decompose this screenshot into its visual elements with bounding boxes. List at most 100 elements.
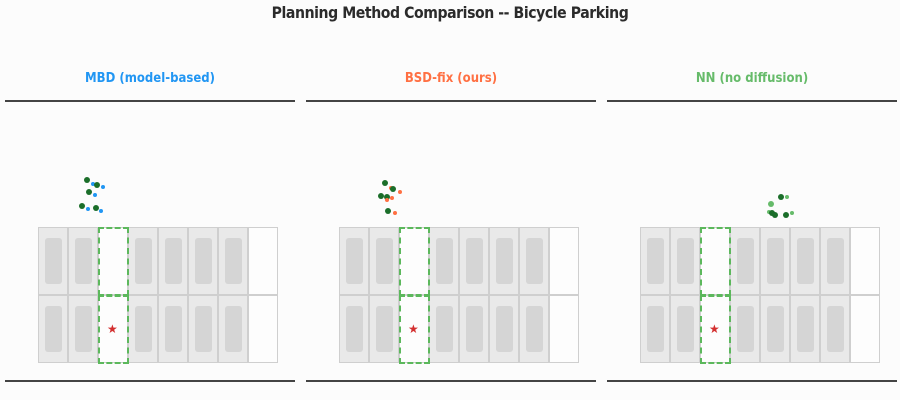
parked-bicycle: [165, 238, 182, 284]
parked-bicycle: [376, 238, 393, 284]
target-slot-outline: [98, 227, 129, 296]
parked-bicycle: [45, 238, 62, 284]
parked-bicycle: [797, 238, 814, 284]
occupied-slot: [158, 227, 188, 295]
occupied-slot: [459, 227, 489, 295]
trajectory-point: [93, 205, 99, 211]
occupied-slot: [369, 295, 399, 363]
occupied-slot: [339, 227, 369, 295]
parking-lot: ★: [38, 227, 278, 364]
parked-bicycle: [737, 306, 754, 352]
occupied-slot: [68, 295, 98, 363]
parked-bicycle: [195, 306, 212, 352]
trajectory-point: [390, 186, 396, 192]
bottom-divider: [306, 380, 596, 382]
target-slot-outline: [399, 227, 430, 296]
occupied-slot: [730, 295, 760, 363]
parked-bicycle: [45, 306, 62, 352]
target-slot-outline: [98, 295, 129, 364]
parked-bicycle: [647, 238, 664, 284]
target-slot-outline: [700, 295, 731, 364]
parked-bicycle: [436, 238, 453, 284]
target-slot-outline: [700, 227, 731, 296]
predicted-point: [790, 211, 794, 215]
trajectory-point: [384, 194, 390, 200]
occupied-slot: [670, 295, 700, 363]
predicted-point: [99, 209, 103, 213]
parked-bicycle: [346, 306, 363, 352]
trajectory-point: [378, 193, 384, 199]
occupied-slot: [38, 227, 68, 295]
panel-mbd: MBD (model-based) ★: [5, 0, 295, 400]
parked-bicycle: [496, 306, 513, 352]
empty-slot: [248, 295, 278, 363]
occupied-slot: [188, 295, 218, 363]
occupied-slot: [640, 227, 670, 295]
goal-star-icon: ★: [408, 322, 419, 336]
parked-bicycle: [737, 238, 754, 284]
top-divider: [306, 100, 596, 102]
parked-bicycle: [75, 306, 92, 352]
trajectory-point: [783, 212, 789, 218]
parked-bicycle: [165, 306, 182, 352]
bottom-divider: [607, 380, 897, 382]
occupied-slot: [790, 295, 820, 363]
occupied-slot: [339, 295, 369, 363]
trajectory-point: [385, 208, 391, 214]
occupied-slot: [820, 295, 850, 363]
parked-bicycle: [496, 238, 513, 284]
occupied-slot: [489, 295, 519, 363]
parked-bicycle: [346, 238, 363, 284]
occupied-slot: [38, 295, 68, 363]
target-slot-outline: [399, 295, 430, 364]
predicted-point: [91, 182, 95, 186]
occupied-slot: [640, 295, 670, 363]
parked-bicycle: [827, 306, 844, 352]
occupied-slot: [760, 227, 790, 295]
occupied-slot: [820, 227, 850, 295]
occupied-slot: [188, 227, 218, 295]
occupied-slot: [429, 227, 459, 295]
predicted-point: [93, 193, 97, 197]
predicted-point: [390, 196, 394, 200]
parked-bicycle: [436, 306, 453, 352]
occupied-slot: [519, 227, 549, 295]
parked-bicycle: [466, 238, 483, 284]
parked-bicycle: [195, 238, 212, 284]
parked-bicycle: [767, 306, 784, 352]
occupied-slot: [158, 295, 188, 363]
bottom-divider: [5, 380, 295, 382]
goal-star-icon: ★: [107, 322, 118, 336]
trajectory-point: [86, 189, 92, 195]
trajectory-point: [772, 212, 778, 218]
figure-title: Planning Method Comparison -- Bicycle Pa…: [271, 3, 629, 22]
parking-lot: ★: [640, 227, 880, 364]
top-divider: [607, 100, 897, 102]
predicted-point: [398, 190, 402, 194]
parked-bicycle: [797, 306, 814, 352]
occupied-slot: [489, 227, 519, 295]
occupied-slot: [790, 227, 820, 295]
parked-bicycle: [225, 306, 242, 352]
parked-bicycle: [225, 238, 242, 284]
parked-bicycle: [677, 238, 694, 284]
top-divider: [5, 100, 295, 102]
parked-bicycle: [677, 306, 694, 352]
occupied-slot: [459, 295, 489, 363]
occupied-slot: [429, 295, 459, 363]
empty-slot: [850, 227, 880, 295]
trajectory-point: [94, 182, 100, 188]
occupied-slot: [369, 227, 399, 295]
empty-slot: [248, 227, 278, 295]
panel-title: BSD-fix (ours): [404, 71, 498, 86]
parked-bicycle: [135, 238, 152, 284]
trajectory-point: [79, 203, 85, 209]
parked-bicycle: [767, 238, 784, 284]
parked-bicycle: [376, 306, 393, 352]
parked-bicycle: [135, 306, 152, 352]
occupied-slot: [760, 295, 790, 363]
parked-bicycle: [526, 306, 543, 352]
empty-slot: [549, 227, 579, 295]
occupied-slot: [218, 227, 248, 295]
occupied-slot: [670, 227, 700, 295]
